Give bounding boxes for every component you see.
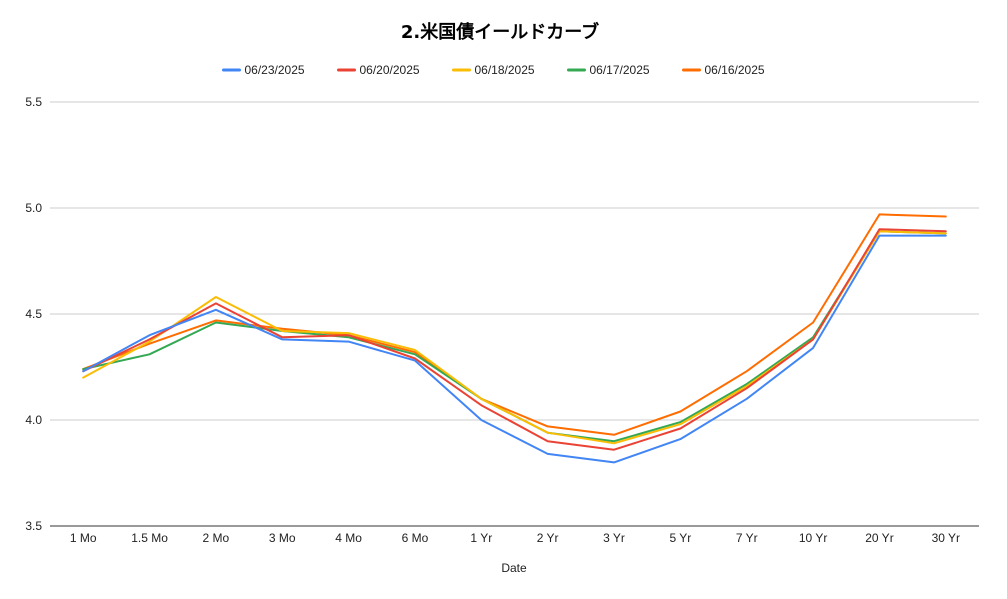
series-line-06-16-2025 [82, 213, 947, 436]
y-tick-label: 3.5 [25, 519, 42, 533]
x-tick-label: 10 Yr [799, 531, 827, 545]
x-axis-tick-labels: 1 Mo 1.5 Mo 2 Mo 3 Mo 4 Mo 6 Mo 1 Yr 2 Yr 3 Yr 5 … [70, 531, 960, 545]
y-tick-label: 4.5 [25, 307, 42, 321]
x-axis-title: Date [501, 561, 527, 575]
legend-item: 06/17/2025 [567, 63, 650, 77]
x-tick-label: 3 Mo [269, 531, 296, 545]
x-tick-label: 3 Yr [603, 531, 625, 545]
x-tick-label: 2 Mo [203, 531, 230, 545]
series-lines [82, 213, 947, 464]
x-tick-label: 1 Mo [70, 531, 97, 545]
legend-item: 06/16/2025 [682, 63, 765, 77]
y-axis-tick-labels: 3.5 4.0 4.5 5.0 5.5 [25, 95, 42, 533]
x-tick-label: 4 Mo [335, 531, 362, 545]
legend-label: 06/20/2025 [360, 63, 420, 77]
x-tick-label: 6 Mo [402, 531, 429, 545]
chart-title: 2.米国債イールドカーブ [401, 21, 599, 43]
legend-label: 06/18/2025 [475, 63, 535, 77]
y-tick-label: 5.5 [25, 95, 42, 109]
legend-label: 06/23/2025 [245, 63, 305, 77]
legend-item: 06/20/2025 [337, 63, 420, 77]
x-tick-label: 30 Yr [932, 531, 960, 545]
legend: 06/23/2025 06/20/2025 06/18/2025 06/17/2025… [222, 63, 765, 77]
y-tick-label: 4.0 [25, 413, 42, 427]
x-tick-label: 20 Yr [865, 531, 893, 545]
x-tick-label: 1 Yr [470, 531, 492, 545]
legend-label: 06/17/2025 [590, 63, 650, 77]
x-tick-label: 1.5 Mo [131, 531, 168, 545]
legend-label: 06/16/2025 [705, 63, 765, 77]
x-tick-label: 5 Yr [669, 531, 691, 545]
series-line-06-20-2025 [82, 228, 947, 451]
x-tick-label: 7 Yr [736, 531, 758, 545]
y-tick-label: 5.0 [25, 201, 42, 215]
x-tick-label: 2 Yr [537, 531, 559, 545]
series-line-06-23-2025 [82, 234, 947, 464]
legend-item: 06/18/2025 [452, 63, 535, 77]
legend-item: 06/23/2025 [222, 63, 305, 77]
